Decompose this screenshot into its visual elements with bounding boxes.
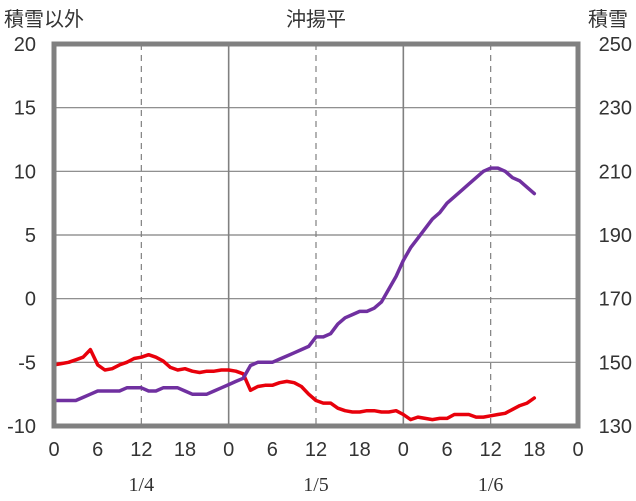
- plot-frame: [51, 41, 581, 429]
- series-line-left: [52, 347, 537, 422]
- y-tick-label-right: 150: [599, 352, 632, 374]
- y-tick-label-right: 170: [599, 289, 632, 311]
- date-label: 1/5: [303, 474, 329, 496]
- y-axis-left-title: 積雪以外: [4, 7, 84, 31]
- date-labels: 1/4 1/5 1/6: [129, 474, 504, 496]
- date-label: 1/4: [129, 474, 155, 496]
- x-tick-label: 18: [174, 439, 196, 461]
- date-label: 1/6: [478, 474, 504, 496]
- x-tick-label: 18: [523, 439, 545, 461]
- y-tick-label-right: 250: [599, 34, 632, 56]
- y-tick-label-left: 0: [25, 289, 36, 311]
- x-tick-label: 0: [572, 439, 583, 461]
- series-line-right: [52, 166, 537, 403]
- x-tick-label: 12: [130, 439, 152, 461]
- y-tick-label-left: -10: [7, 416, 36, 438]
- x-tick-label: 12: [480, 439, 502, 461]
- x-tick-label: 6: [92, 439, 103, 461]
- y-tick-label-right: 230: [599, 98, 632, 120]
- y-axis-left: 20 15 10 5 0 -5 -10: [7, 34, 36, 438]
- grid: [54, 44, 578, 426]
- x-tick-label: 0: [48, 439, 59, 461]
- y-tick-label-left: 20: [14, 34, 36, 56]
- x-axis: 0 6 12 18 0 6 12 18 0 6 12 18 0: [48, 439, 583, 461]
- x-tick-label: 18: [349, 439, 371, 461]
- y-tick-label-left: 15: [14, 98, 36, 120]
- y-tick-label-left: -5: [18, 352, 36, 374]
- x-tick-label: 12: [305, 439, 327, 461]
- x-tick-label: 6: [441, 439, 452, 461]
- y-tick-label-right: 190: [599, 225, 632, 247]
- y-tick-label-right: 130: [599, 416, 632, 438]
- chart-title: 沖揚平: [286, 7, 346, 31]
- y-axis-right-title: 積雪: [588, 7, 628, 31]
- x-tick-label: 0: [223, 439, 234, 461]
- y-tick-label-left: 10: [14, 161, 36, 183]
- series-lines: [52, 166, 537, 422]
- y-tick-label-right: 210: [599, 161, 632, 183]
- y-tick-label-left: 5: [25, 225, 36, 247]
- x-tick-label: 6: [267, 439, 278, 461]
- x-tick-label: 0: [398, 439, 409, 461]
- y-axis-right: 250 230 210 190 170 150 130: [599, 34, 632, 438]
